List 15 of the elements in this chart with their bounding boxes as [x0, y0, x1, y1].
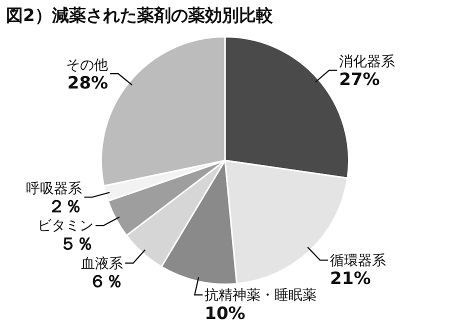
- data-label: ６％: [89, 272, 124, 292]
- chart-title: 図2）減薬された薬剤の薬効別比較: [6, 5, 273, 27]
- data-label: 28%: [67, 74, 108, 94]
- data-label: 21%: [330, 269, 371, 290]
- slice-label: ビタミン: [38, 218, 94, 234]
- data-label: 27%: [339, 70, 380, 90]
- slice-label: 消化器系: [339, 54, 396, 70]
- slice-label: 呼吸器系: [26, 180, 82, 197]
- slice-label: 血液系: [81, 256, 124, 272]
- slice-label: 循環器系: [330, 252, 386, 269]
- data-label: ５％: [60, 234, 94, 254]
- slice-label: 抗精神薬・睡眠薬: [204, 288, 317, 304]
- data-label: 10%: [204, 304, 246, 324]
- data-label: ２％: [48, 197, 82, 218]
- slice-label: その他: [66, 57, 108, 74]
